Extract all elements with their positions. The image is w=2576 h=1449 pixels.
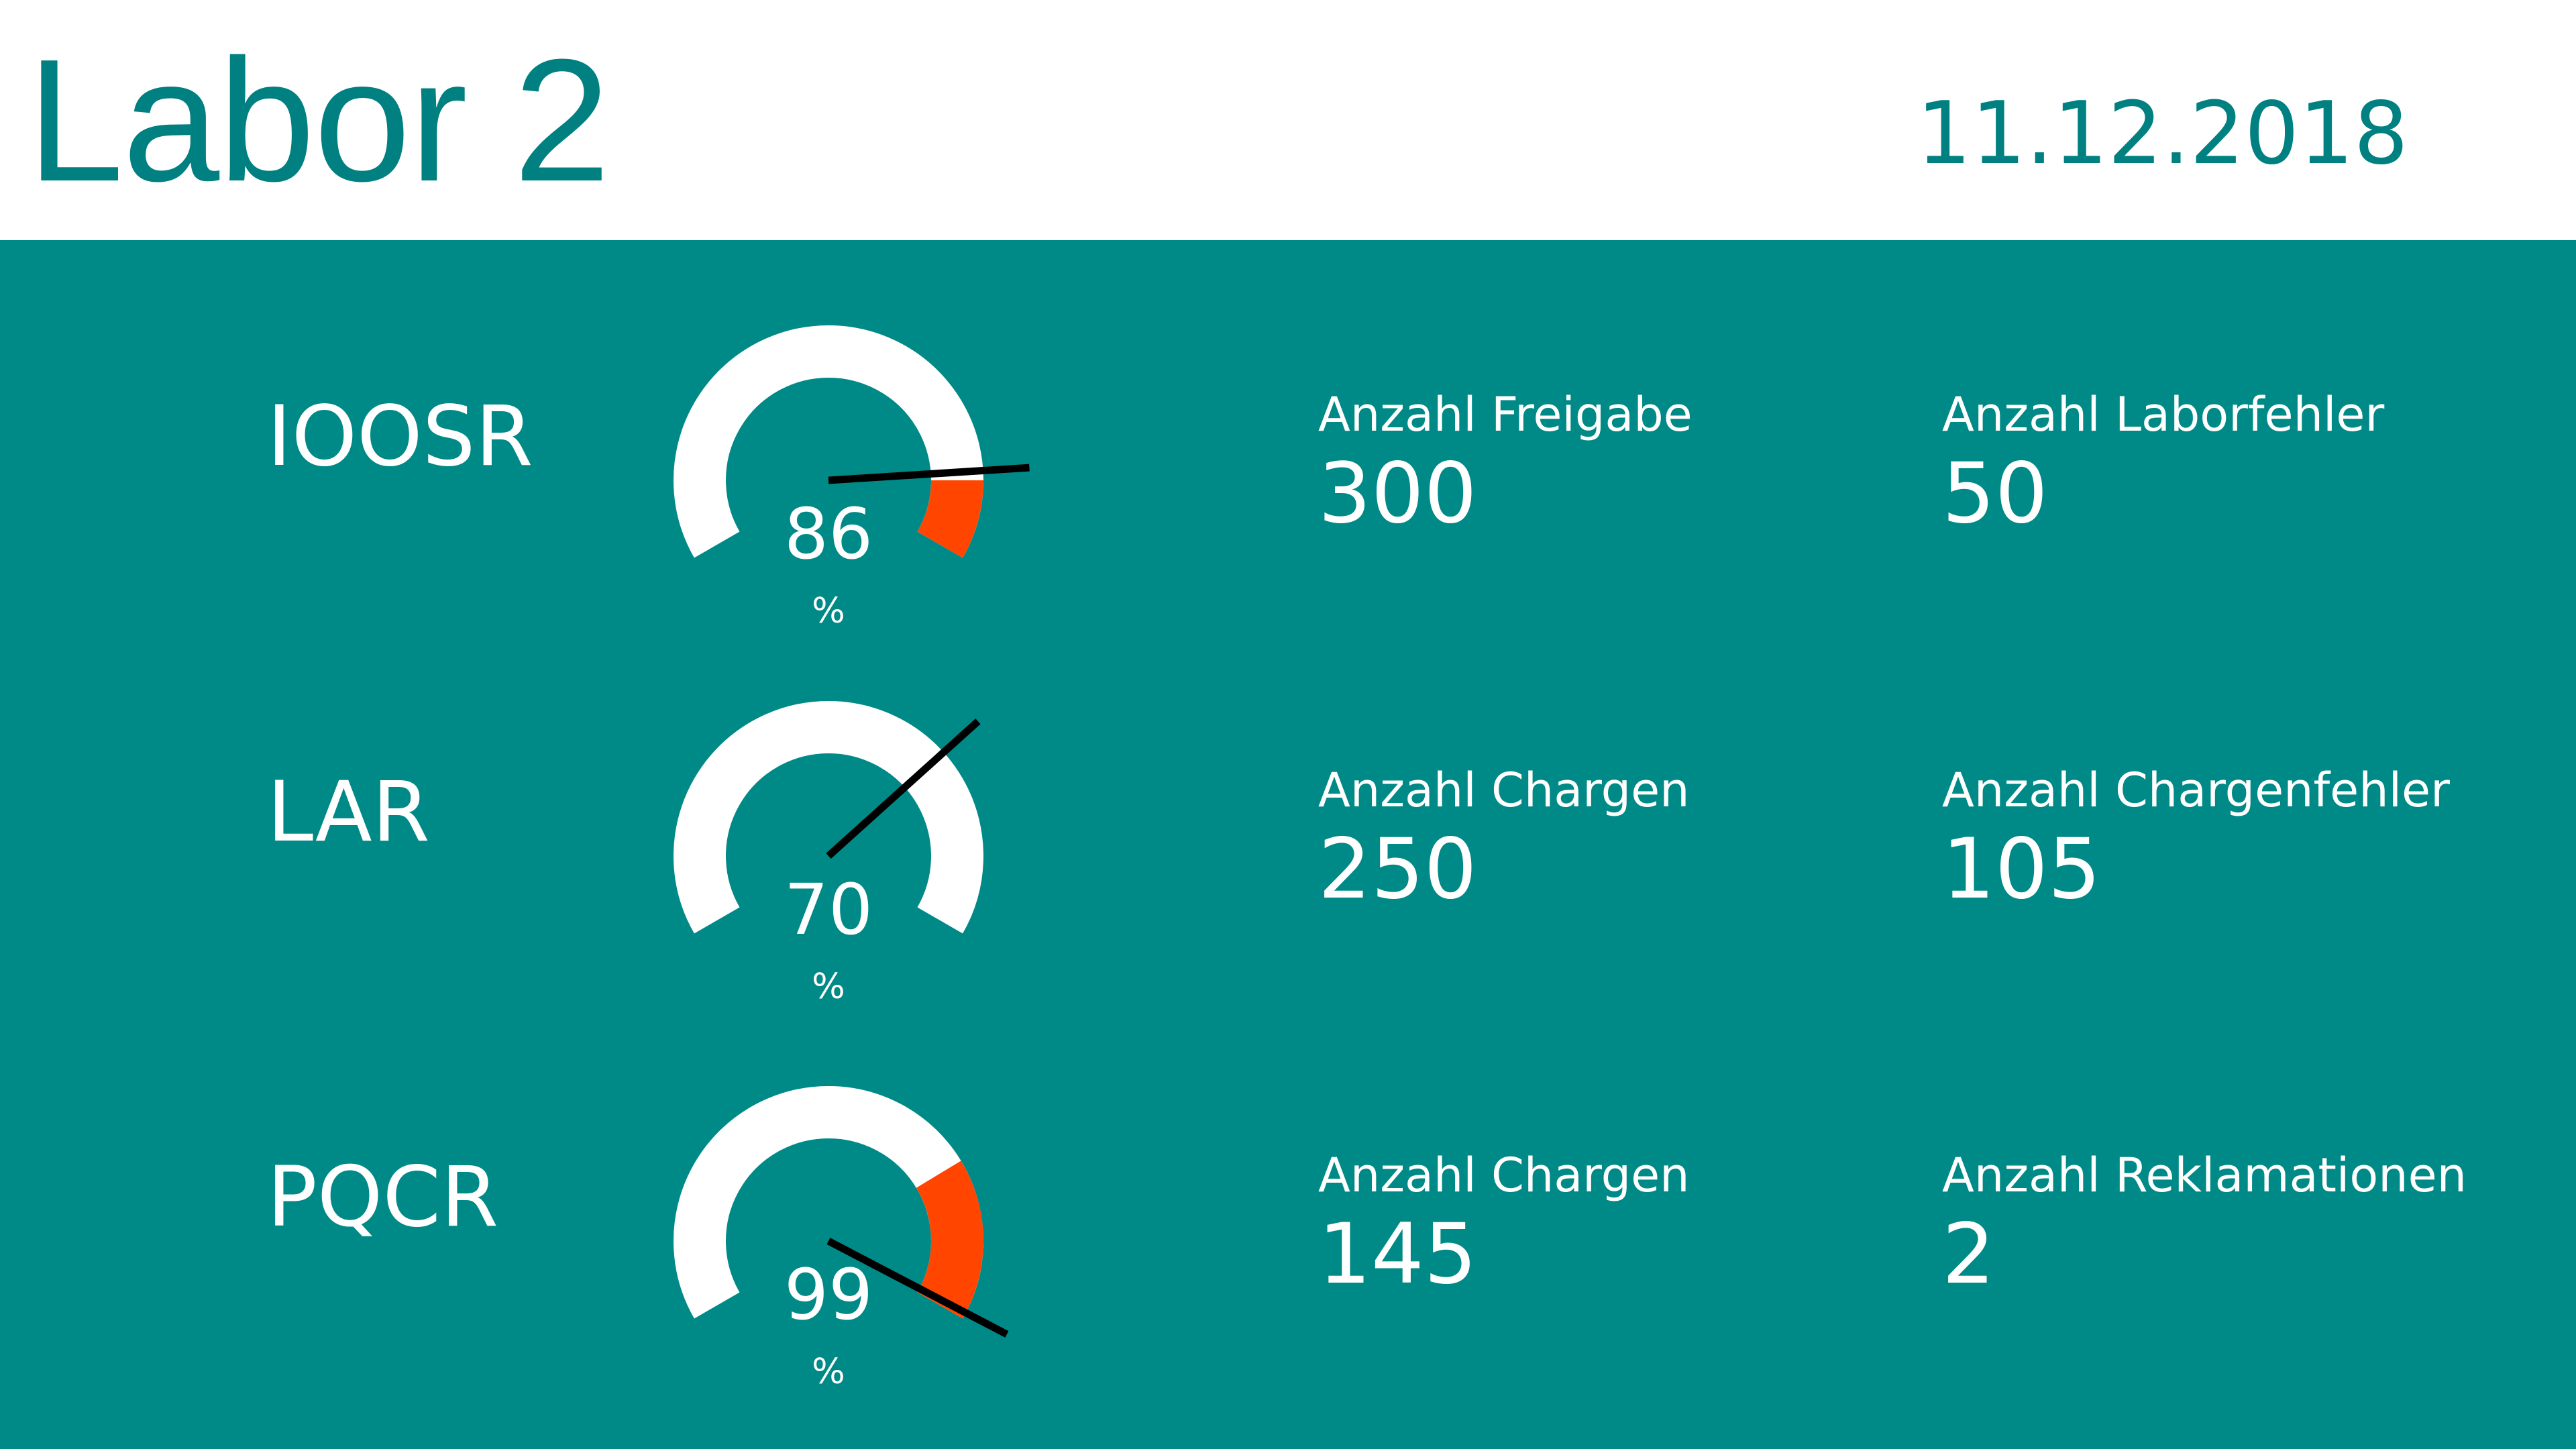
gauge-graphic <box>674 1086 1009 1338</box>
stat-value: 300 <box>1318 445 1477 542</box>
stat-label: Anzahl Chargenfehler <box>1942 763 2450 818</box>
stat-value: 250 <box>1318 821 1477 918</box>
page-title: Labor 2 <box>27 23 610 218</box>
gauge-track <box>674 701 983 934</box>
kpi-panel: IOOSR 86 % Anzahl Freigabe 300 Anzahl La… <box>0 240 2576 1449</box>
gauge-ioosr: 86 % <box>644 292 1030 668</box>
stat-anzahl-laborfehler: Anzahl Laborfehler 50 <box>1942 386 2384 541</box>
stat-label: Anzahl Chargen <box>1318 763 1690 818</box>
row-label: IOOSR <box>267 388 533 485</box>
gauge-track <box>674 325 983 558</box>
gauge-value: 99 <box>784 1254 873 1336</box>
row-label: LAR <box>267 764 430 861</box>
header: Labor 2 11.12.2018 <box>0 0 2576 240</box>
kpi-row-ioosr: IOOSR 86 % Anzahl Freigabe 300 Anzahl La… <box>0 292 2576 668</box>
gauge-needle <box>826 1238 1009 1338</box>
stat-label: Anzahl Chargen <box>1318 1148 1690 1203</box>
stat-anzahl-chargen: Anzahl Chargen 145 <box>1318 1147 1690 1301</box>
gauge-unit: % <box>812 1352 845 1392</box>
stat-value: 145 <box>1318 1206 1477 1303</box>
gauge-value: 70 <box>784 869 873 951</box>
gauge-pqcr: 99 % <box>644 1053 1013 1429</box>
stat-label: Anzahl Laborfehler <box>1942 387 2385 442</box>
stat-anzahl-chargenfehler: Anzahl Chargenfehler 105 <box>1942 762 2450 916</box>
row-label: PQCR <box>267 1149 499 1246</box>
gauge-value: 86 <box>784 493 873 575</box>
stat-label: Anzahl Freigabe <box>1318 387 1693 442</box>
gauge-unit: % <box>812 591 845 631</box>
stat-anzahl-chargen: Anzahl Chargen 250 <box>1318 762 1690 916</box>
kpi-row-pqcr: PQCR 99 % Anzahl Chargen 145 Anzahl Rekl… <box>0 1053 2576 1429</box>
stat-label: Anzahl Reklamationen <box>1942 1148 2467 1203</box>
kpi-row-lar: LAR 70 % Anzahl Chargen 250 Anzahl Charg… <box>0 668 2576 1044</box>
gauge-graphic <box>674 701 983 934</box>
gauge-needle <box>826 718 981 859</box>
stat-value: 2 <box>1942 1206 1995 1303</box>
gauge-needle <box>828 464 1030 484</box>
gauge-graphic <box>674 325 1030 558</box>
stat-anzahl-freigabe: Anzahl Freigabe 300 <box>1318 386 1693 541</box>
gauge-alert-fill <box>916 479 983 558</box>
gauge-lar: 70 % <box>644 668 1013 1044</box>
date-label: 11.12.2018 <box>1917 84 2408 184</box>
stat-value: 105 <box>1942 821 2101 918</box>
gauge-unit: % <box>812 967 845 1007</box>
stat-value: 50 <box>1942 445 2048 542</box>
stat-anzahl-reklamationen: Anzahl Reklamationen 2 <box>1942 1147 2467 1301</box>
gauge-alert-fill <box>916 1161 983 1319</box>
